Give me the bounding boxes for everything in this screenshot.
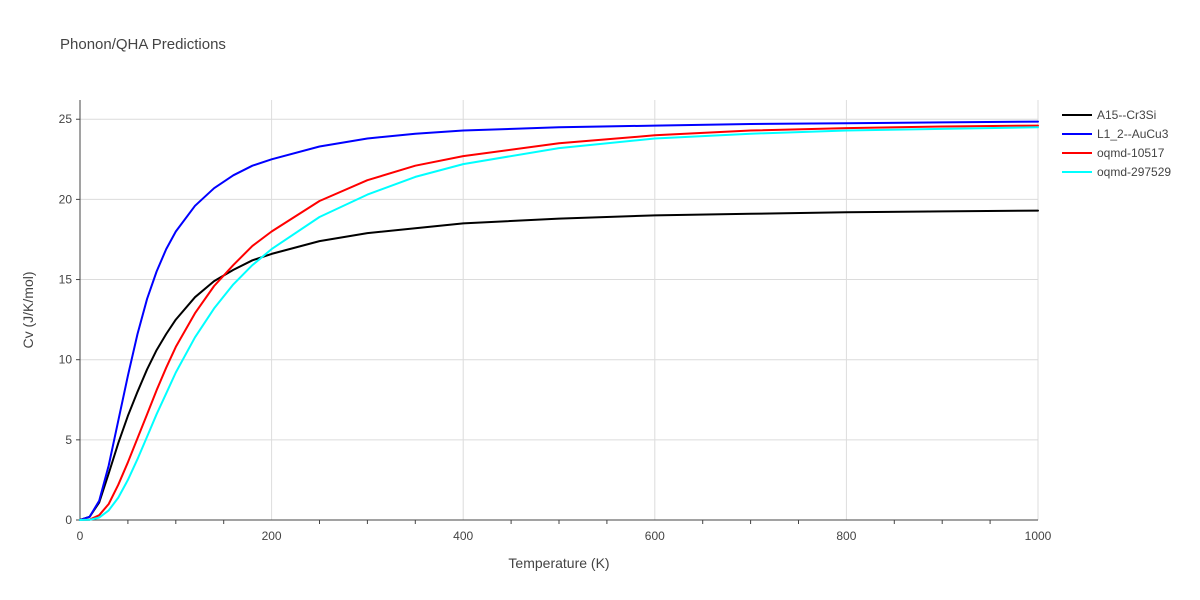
- chart-title: Phonon/QHA Predictions: [60, 36, 226, 53]
- series-line-1: [79, 120, 1039, 521]
- x-tick-label: 1000: [1025, 529, 1052, 543]
- legend-item[interactable]: oqmd-10517: [1062, 146, 1165, 160]
- grid-lines: [80, 100, 1039, 520]
- legend-label: oqmd-10517: [1097, 146, 1165, 160]
- legend-item[interactable]: oqmd-297529: [1062, 165, 1171, 179]
- y-tick-label: 15: [59, 273, 73, 287]
- legend-item[interactable]: L1_2--AuCu3: [1062, 127, 1169, 141]
- series-line-0: [79, 209, 1039, 521]
- series-line-3: [79, 126, 1039, 521]
- y-tick-label: 10: [59, 353, 73, 367]
- series-line-2: [79, 124, 1039, 521]
- y-tick-label: 20: [59, 192, 73, 206]
- x-tick-label: 400: [453, 529, 473, 543]
- legend-label: A15--Cr3Si: [1097, 108, 1156, 122]
- legend-label: L1_2--AuCu3: [1097, 127, 1169, 141]
- x-tick-label: 0: [77, 529, 84, 543]
- legend-item[interactable]: A15--Cr3Si: [1062, 108, 1156, 122]
- legend[interactable]: A15--Cr3Si L1_2--AuCu3 oqmd-10517 oqmd-2975…: [1062, 108, 1171, 179]
- y-tick-label: 5: [65, 433, 72, 447]
- y-axis-title: Cv (J/K/mol): [20, 272, 36, 349]
- legend-label: oqmd-297529: [1097, 165, 1171, 179]
- y-tick-label: 0: [65, 513, 72, 527]
- y-tick-label: 25: [59, 112, 73, 126]
- x-tick-label: 800: [836, 529, 856, 543]
- x-tick-label: 200: [262, 529, 282, 543]
- axes: 0 200 400 600 800 1000 0 5 10 15 20 25: [59, 100, 1052, 543]
- series-lines: [79, 120, 1039, 521]
- x-tick-label: 600: [645, 529, 665, 543]
- x-axis-title: Temperature (K): [508, 555, 609, 571]
